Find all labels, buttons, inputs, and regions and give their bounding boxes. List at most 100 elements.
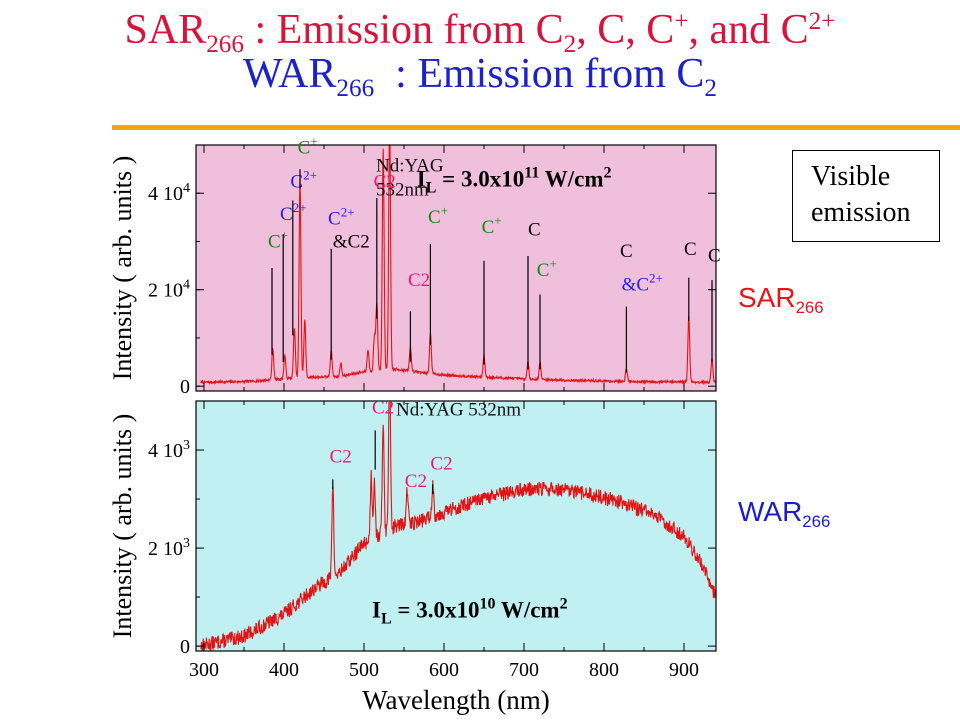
- annotation-text: C2: [408, 270, 430, 291]
- intensity-mid: = 3.0x10: [392, 598, 480, 623]
- annotation-text: &C2: [333, 231, 370, 252]
- annotation-text: C: [708, 246, 721, 267]
- title-underline: [112, 125, 960, 130]
- annotation-superscript: +: [494, 213, 501, 228]
- intensity-mid: = 3.0x10: [436, 166, 524, 191]
- title-text: WAR: [243, 51, 337, 97]
- peak-annotation: C2: [408, 270, 430, 291]
- visible-box-line2: emission: [811, 197, 911, 228]
- visible-emission-box: Visible emission: [792, 150, 940, 242]
- war-side-text: WAR: [738, 496, 803, 527]
- annotation-text: C: [482, 217, 495, 238]
- title-sub: 266: [336, 74, 375, 102]
- title-line-war: WAR266 : Emission from C2: [0, 51, 960, 101]
- slide-title: SAR266 : Emission from C2, C, C+, and C2…: [0, 7, 960, 101]
- title-text: SAR: [124, 7, 207, 53]
- sar-side-text: SAR: [738, 282, 796, 313]
- title-text: : Emission from C: [243, 7, 564, 53]
- y-tick-mantissa: 0: [180, 636, 190, 658]
- intensity-subscript: L: [426, 179, 437, 196]
- x-tick-label: 300: [189, 659, 219, 681]
- x-tick-label: 900: [669, 659, 699, 681]
- annotation-text: C: [268, 231, 281, 252]
- annotation-text: C: [328, 209, 341, 230]
- title-sub: 2: [704, 74, 717, 102]
- title-text: : Emission from C: [374, 51, 705, 97]
- peak-annotation: C2+: [328, 205, 355, 230]
- annotation-text: C: [620, 241, 633, 262]
- peak-annotation: C+: [298, 134, 318, 159]
- y-axis-label: Intensity ( arb. units ): [108, 414, 137, 639]
- peak-annotation: C2: [372, 397, 394, 418]
- peak-annotation: C+: [537, 256, 557, 281]
- plot-frame: [195, 400, 717, 652]
- annotation-text: C: [428, 207, 441, 228]
- annotation-superscript: +: [281, 227, 288, 242]
- title-sub: 266: [206, 30, 244, 58]
- annotation-text: C2: [372, 397, 394, 418]
- peak-annotation: C2+: [280, 200, 307, 225]
- annotation-text: C: [280, 204, 293, 225]
- intensity-exponent: 11: [524, 164, 539, 181]
- war-side-label: WAR266: [738, 496, 831, 531]
- peak-annotation: C2: [330, 446, 352, 467]
- y-tick-label: 4 103: [148, 438, 190, 462]
- annotation-text: &C: [622, 275, 649, 296]
- laser-label: Nd:YAG: [376, 156, 444, 177]
- peak-annotation: C2: [405, 471, 427, 492]
- intensity-unit: W/cm: [539, 166, 603, 191]
- intensity-symbol: I: [372, 598, 381, 623]
- y-tick-exponent: 3: [183, 438, 190, 453]
- laser-label-2: 532nm: [376, 180, 429, 201]
- intensity-unit: W/cm: [495, 598, 559, 623]
- peak-annotation: C: [708, 246, 721, 267]
- plot-frame: [195, 144, 717, 392]
- annotation-superscript: 2+: [303, 167, 317, 182]
- y-tick-mantissa: 4 10: [148, 183, 183, 205]
- peak-annotation: C+: [428, 203, 448, 228]
- title-sup: 2+: [808, 8, 836, 36]
- title-line-sar: SAR266 : Emission from C2, C, C+, and C2…: [0, 7, 960, 57]
- annotation-superscript: 2+: [341, 205, 355, 220]
- spectrum-trace: [200, 145, 716, 386]
- intensity-subscript: L: [381, 611, 392, 628]
- laser-label: Nd:YAG 532nm: [396, 400, 521, 421]
- annotation-text: C: [298, 138, 311, 159]
- intensity-unit-exponent: 2: [604, 164, 612, 181]
- annotation-superscript: 2+: [649, 271, 663, 286]
- title-sub: 2: [563, 30, 577, 58]
- intensity-label: IL = 3.0x1010 W/cm2: [372, 596, 568, 628]
- peak-annotation: C+: [482, 213, 502, 238]
- annotation-text: C2: [405, 471, 427, 492]
- war-side-sub: 266: [802, 511, 831, 531]
- y-tick-label: 2 104: [148, 278, 190, 302]
- x-axis-label: Wavelength (nm): [362, 685, 550, 715]
- annotation-text: C2: [374, 171, 396, 192]
- annotation-text: C2: [330, 446, 352, 467]
- intensity-symbol: I: [417, 166, 426, 191]
- y-tick-label: 2 103: [148, 536, 190, 560]
- annotation-text: C: [528, 220, 541, 241]
- sar-side-sub: 266: [795, 297, 824, 317]
- intensity-label: IL = 3.0x1011 W/cm2: [417, 164, 612, 196]
- annotation-superscript: 2+: [293, 200, 307, 215]
- peak-annotation: C: [684, 239, 697, 260]
- peak-annotation: C: [528, 220, 541, 241]
- x-tick-label: 700: [509, 659, 539, 681]
- x-tick-label: 400: [269, 659, 299, 681]
- y-tick-mantissa: 2 10: [148, 280, 183, 302]
- sar-side-label: SAR266: [738, 282, 824, 317]
- y-tick-exponent: 4: [183, 278, 190, 293]
- y-tick-exponent: 4: [183, 181, 190, 196]
- x-tick-label: 500: [349, 659, 379, 681]
- spectrum-trace: [200, 401, 716, 651]
- peak-annotation: C: [620, 241, 633, 262]
- annotation-superscript: +: [310, 134, 317, 149]
- peak-annotation: C2: [430, 454, 452, 475]
- title-text: , C, C: [576, 7, 675, 53]
- intensity-exponent: 10: [479, 596, 495, 613]
- visible-box-line1: Visible: [811, 161, 891, 192]
